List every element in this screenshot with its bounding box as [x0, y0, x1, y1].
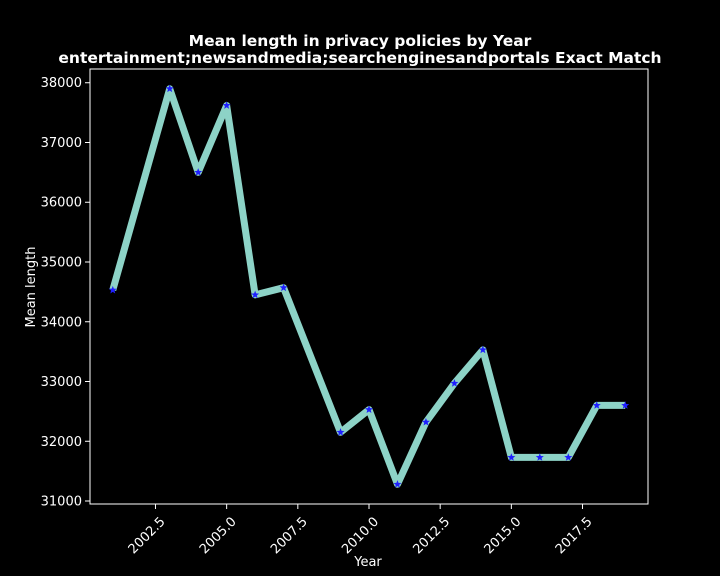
data-point-star — [251, 290, 260, 299]
x-axis: 2002.5 2005.0 2007.5 2010.0 2012.5 2015.0 2017… — [126, 504, 596, 557]
data-point-star — [592, 401, 601, 409]
data-point-star — [194, 168, 203, 176]
x-tick-label: 2012.5 — [410, 514, 453, 557]
series-layer — [108, 84, 630, 488]
data-point-star — [365, 405, 373, 413]
y-axis: 31000 32000 33000 34000 35000 36000 37000 38000 — [41, 76, 90, 510]
y-tick-label: 36000 — [41, 196, 82, 211]
x-tick-label: 2005.0 — [197, 514, 240, 557]
data-point-star — [621, 401, 630, 409]
data-point-star — [507, 453, 516, 461]
y-tick-label: 35000 — [41, 256, 82, 271]
y-axis-label: Mean length — [24, 247, 39, 328]
chart-title: Mean length in privacy policies by Year — [188, 32, 532, 50]
data-point-star — [222, 101, 231, 109]
data-point-star — [165, 84, 174, 93]
data-point-star — [421, 417, 430, 426]
data-point-star — [564, 453, 573, 461]
series-line — [109, 85, 626, 488]
x-tick-label: 2017.5 — [553, 514, 596, 557]
data-point-star — [108, 285, 117, 294]
data-point-star — [478, 345, 487, 354]
x-tick-label: 2002.5 — [126, 514, 169, 557]
data-point-star — [450, 379, 459, 387]
data-point-star — [535, 453, 544, 461]
plot-frame — [89, 68, 649, 505]
x-axis-label: Year — [353, 555, 382, 570]
data-point-star — [279, 283, 288, 292]
chart-subtitle: entertainment;newsandmedia;searchengines… — [58, 49, 662, 67]
y-tick-label: 33000 — [41, 375, 82, 390]
y-tick-label: 32000 — [41, 435, 82, 450]
x-tick-label: 2010.0 — [339, 514, 382, 557]
data-point-star — [393, 480, 402, 488]
x-tick-label: 2007.5 — [268, 514, 311, 557]
y-tick-label: 38000 — [41, 76, 82, 91]
y-tick-label: 34000 — [41, 315, 82, 330]
y-tick-label: 31000 — [41, 495, 82, 510]
x-tick-label: 2015.0 — [482, 514, 525, 557]
data-point-star — [336, 428, 345, 436]
y-tick-label: 37000 — [41, 136, 82, 151]
